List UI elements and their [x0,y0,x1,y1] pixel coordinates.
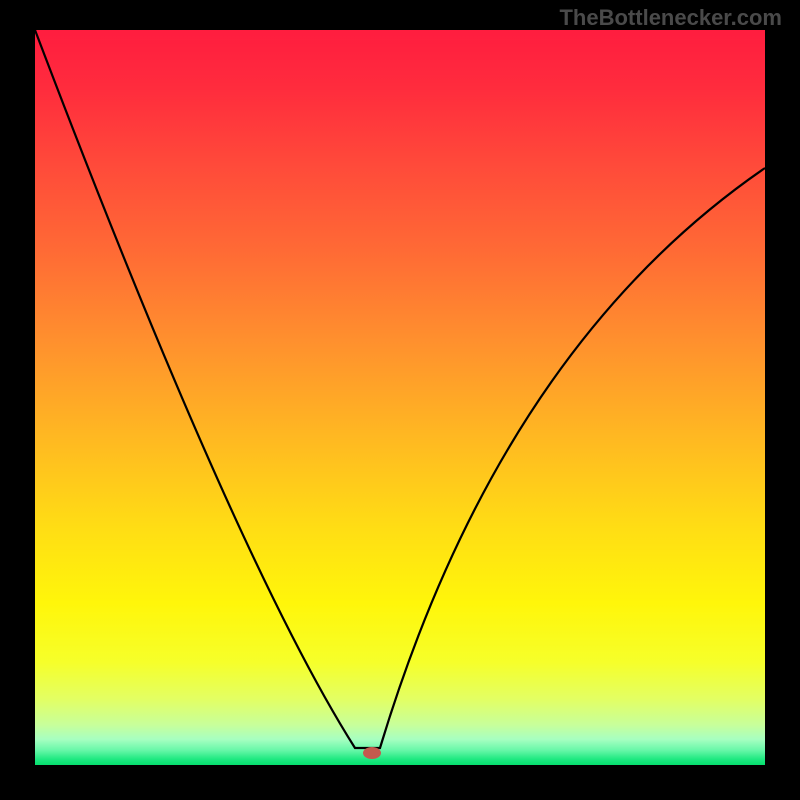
watermark-text: TheBottlenecker.com [559,5,782,31]
optimum-marker [363,747,381,759]
chart-root: TheBottlenecker.com [0,0,800,800]
heat-gradient-background [35,30,765,765]
plot-area [35,30,765,765]
